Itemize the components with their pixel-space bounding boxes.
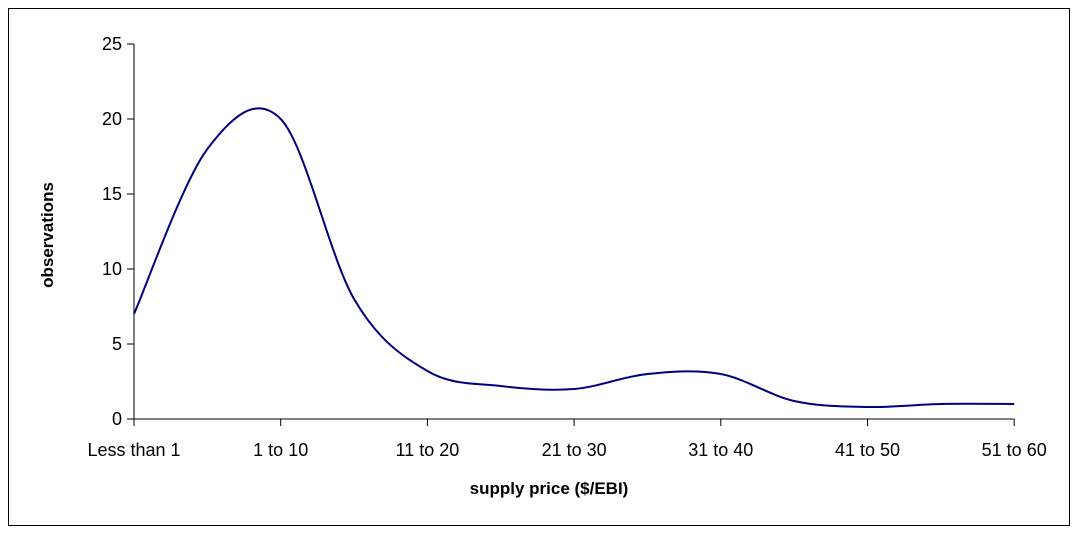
y-tick-label: 10 [102, 259, 122, 279]
y-tick-label: 0 [112, 409, 122, 429]
line-chart: 0 5 10 15 20 25 Less than 1 1 to 10 11 to 20 21 t… [38, 34, 1047, 498]
axes [127, 43, 1015, 426]
y-axis-title: observations [38, 182, 57, 288]
chart-frame: 0 5 10 15 20 25 Less than 1 1 to 10 11 to 20 21 t… [8, 8, 1070, 526]
x-tick-label: 1 to 10 [253, 440, 308, 460]
y-tick-label: 20 [102, 109, 122, 129]
x-tick-label: 21 to 30 [542, 440, 607, 460]
x-tick-label: Less than 1 [87, 440, 180, 460]
x-axis-title: supply price ($/EBI) [470, 479, 629, 498]
y-tick-label: 25 [102, 34, 122, 54]
y-tick-label: 5 [112, 334, 122, 354]
tick-labels: 0 5 10 15 20 25 Less than 1 1 to 10 11 to 20 21 t… [87, 34, 1046, 460]
x-tick-label: 51 to 60 [982, 440, 1047, 460]
x-tick-label: 41 to 50 [835, 440, 900, 460]
series-line [133, 107, 1015, 409]
x-tick-label: 11 to 20 [396, 440, 460, 460]
y-tick-label: 15 [102, 184, 122, 204]
series-layer [133, 107, 1015, 409]
x-tick-label: 31 to 40 [688, 440, 753, 460]
